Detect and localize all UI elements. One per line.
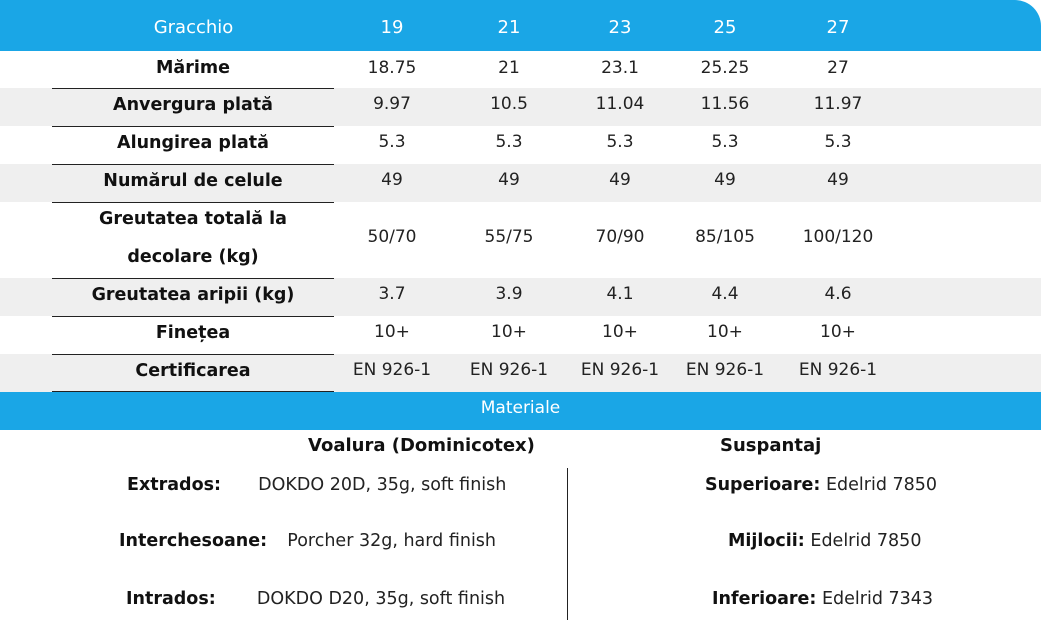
cell-value: 10+ [820, 322, 856, 342]
row-label: Mărime [156, 58, 230, 78]
cell-value: 100/120 [802, 227, 874, 247]
cell-value: 4.4 [711, 284, 739, 304]
material-item: Interchesoane: Porcher 32g, hard finish [119, 528, 496, 554]
cell-value: 49 [498, 170, 520, 190]
cell-value: 23.1 [601, 58, 639, 78]
material-label: Superioare: [705, 475, 821, 495]
row-label: Finețea [52, 316, 334, 354]
material-value: Edelrid 7850 [810, 531, 922, 551]
cell-value: 10+ [707, 322, 743, 342]
row-label: Greutatea totală la decolare (kg) [52, 202, 334, 278]
size-header: 19 [380, 17, 404, 38]
canopy-heading: Voalura (Dominicotex) [308, 435, 535, 456]
cell-value: 5.3 [495, 132, 523, 152]
row-label: Certificarea [52, 354, 334, 392]
model-name: Gracchio [153, 17, 234, 38]
cell-value: 11.56 [700, 94, 750, 114]
material-item: Intrados: DOKDO D20, 35g, soft finish [126, 586, 505, 612]
cell-value: 9.97 [373, 94, 411, 114]
material-value: Porcher 32g, hard finish [287, 531, 497, 551]
cell-value: 27 [827, 58, 849, 78]
cell-value: 5.3 [711, 132, 739, 152]
cell-value: 50/70 [367, 227, 417, 247]
table-row: Alungirea plată 5.3 5.3 5.3 5.3 5.3 [0, 126, 1041, 164]
material-label: Mijlocii: [728, 531, 805, 551]
size-header: 25 [713, 17, 737, 38]
cell-value: 10+ [602, 322, 638, 342]
material-label: Inferioare: [712, 589, 817, 609]
material-value: Edelrid 7343 [822, 589, 934, 609]
cell-value: 55/75 [484, 227, 534, 247]
cell-value: 4.6 [824, 284, 852, 304]
table-row: Anvergura plată 9.97 10.5 11.04 11.56 11… [0, 88, 1041, 126]
material-value: DOKDO D20, 35g, soft finish [256, 589, 506, 609]
cell-value: EN 926-1 [798, 360, 878, 380]
row-label-line: Greutatea totală la [99, 209, 287, 229]
size-header: 27 [826, 17, 850, 38]
cell-value: 4.1 [606, 284, 634, 304]
cell-value: 5.3 [606, 132, 634, 152]
material-label: Intrados: [126, 589, 216, 609]
cell-value: 21 [498, 58, 520, 78]
size-header: 23 [608, 17, 632, 38]
material-value: Edelrid 7850 [826, 475, 938, 495]
cell-value: 11.97 [813, 94, 863, 114]
cell-value: 3.7 [378, 284, 406, 304]
cell-value: 49 [609, 170, 631, 190]
column-divider [567, 468, 568, 620]
material-item: Extrados: DOKDO 20D, 35g, soft finish [127, 472, 506, 498]
cell-value: 5.3 [824, 132, 852, 152]
cell-value: 10+ [491, 322, 527, 342]
table-header: Gracchio 19 21 23 25 27 [0, 0, 1041, 51]
size-header: 21 [497, 17, 521, 38]
cell-value: 10+ [374, 322, 410, 342]
row-label: Greutatea aripii (kg) [52, 278, 334, 316]
material-item: Inferioare: Edelrid 7343 [712, 586, 933, 612]
table-row: Finețea 10+ 10+ 10+ 10+ 10+ [0, 316, 1041, 354]
material-label: Interchesoane: [119, 531, 268, 551]
cell-value: 3.9 [495, 284, 523, 304]
cell-value: 49 [381, 170, 403, 190]
cell-value: EN 926-1 [685, 360, 765, 380]
cell-value: 25.25 [700, 58, 750, 78]
cell-value: 11.04 [595, 94, 645, 114]
material-value: DOKDO 20D, 35g, soft finish [258, 475, 507, 495]
material-item: Superioare: Edelrid 7850 [705, 472, 937, 498]
table-row: Mărime 18.75 21 23.1 25.25 27 [0, 51, 1041, 88]
cell-value: 85/105 [695, 227, 755, 247]
row-label: Numărul de celule [52, 164, 334, 202]
cell-value: 5.3 [378, 132, 406, 152]
cell-value: 49 [714, 170, 736, 190]
table-row: Certificarea EN 926-1 EN 926-1 EN 926-1 … [0, 354, 1041, 392]
cell-value: EN 926-1 [352, 360, 432, 380]
table-row: Greutatea aripii (kg) 3.7 3.9 4.1 4.4 4.… [0, 278, 1041, 316]
material-item: Mijlocii: Edelrid 7850 [728, 528, 921, 554]
row-label: Anvergura plată [52, 88, 334, 126]
lines-heading: Suspantaj [720, 435, 822, 456]
table-row: Numărul de celule 49 49 49 49 49 [0, 164, 1041, 202]
table-bottom-rule [52, 391, 334, 392]
row-label: Alungirea plată [52, 126, 334, 164]
cell-value: EN 926-1 [580, 360, 660, 380]
cell-value: 49 [827, 170, 849, 190]
cell-value: 70/90 [595, 227, 645, 247]
materials-bar: Materiale [0, 392, 1041, 430]
cell-value: 18.75 [367, 58, 417, 78]
table-row: Greutatea totală la decolare (kg) 50/70 … [0, 202, 1041, 278]
cell-value: EN 926-1 [469, 360, 549, 380]
cell-value: 10.5 [490, 94, 528, 114]
material-label: Extrados: [127, 475, 222, 495]
row-label-line: decolare (kg) [127, 247, 259, 267]
